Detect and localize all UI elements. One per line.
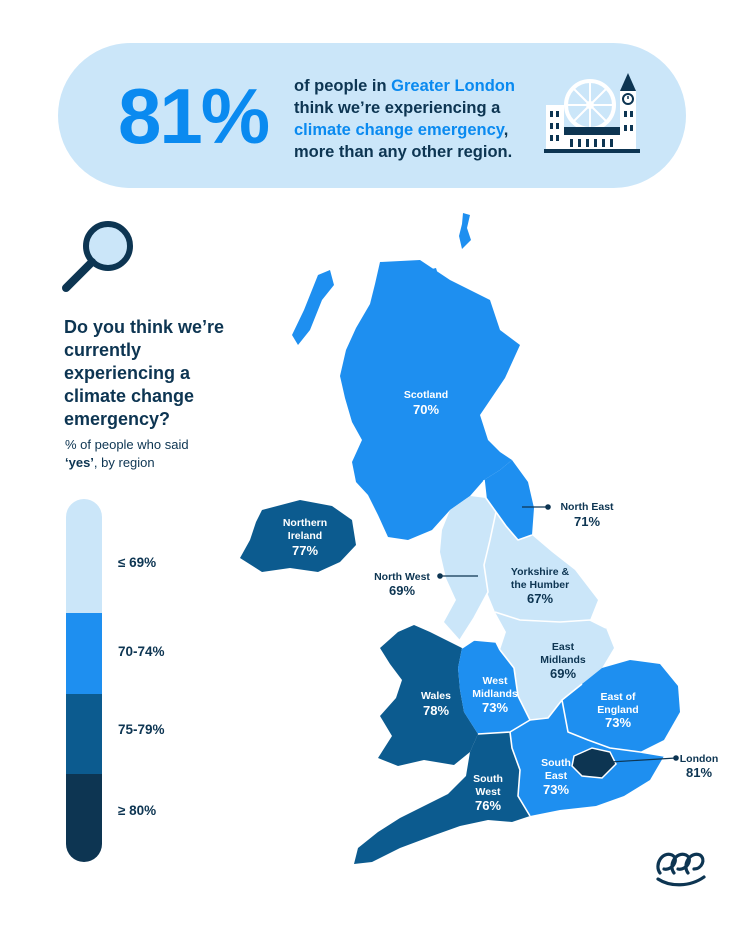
headline-comma: , <box>503 121 509 139</box>
legend-label-mid: 70-74% <box>118 644 165 659</box>
london-value: 81% <box>686 765 712 780</box>
headline-emphasis: climate change emergency <box>294 121 504 139</box>
legend-label-low: ≤ 69% <box>118 555 157 570</box>
magnifier-icon <box>62 221 133 292</box>
map-subtitle: % of people who said ‘yes’, by region <box>65 436 235 472</box>
east-of-england-label-1: East of <box>600 691 636 703</box>
legend-swatch-top <box>66 774 102 862</box>
london-label: London <box>680 753 718 765</box>
south-east-label-2: East <box>545 770 568 782</box>
headline-region: Greater London <box>391 77 515 95</box>
subtitle-answer: ‘yes’ <box>65 455 94 470</box>
northern-ireland-label-1: Northern <box>283 517 327 529</box>
legend-swatch-low <box>66 499 102 613</box>
headline-banner: 81% of people in Greater London think we… <box>58 43 686 188</box>
region-shape-east-of-england <box>562 660 680 752</box>
scotland-label: Scotland <box>404 389 448 401</box>
region-shape-north-west <box>440 496 496 640</box>
north-east-label: North East <box>560 501 614 513</box>
headline-text: of people in Greater London think we’re … <box>294 75 554 163</box>
legend-label-top: ≥ 80% <box>118 803 157 818</box>
south-west-value: 76% <box>475 798 501 813</box>
south-west-label-2: West <box>476 786 501 798</box>
east-of-england-value: 73% <box>605 715 631 730</box>
leader-lines <box>437 504 679 763</box>
northern-ireland-value: 77% <box>292 543 318 558</box>
region-shape-yorkshire <box>484 512 598 622</box>
headline-stat: 81% <box>118 72 270 160</box>
east-midlands-label-2: Midlands <box>540 654 586 666</box>
headline-line1-pre: of people in <box>294 77 392 95</box>
london-landmark-icon <box>544 73 640 153</box>
east-of-england-label-2: England <box>597 704 638 716</box>
region-shape-wales <box>378 625 478 766</box>
south-west-label-1: South <box>473 773 503 785</box>
london-leader <box>609 757 677 763</box>
london-leader-dot <box>673 755 679 761</box>
legend-label-high: 75-79% <box>118 722 165 737</box>
region-shape-south-west <box>354 732 530 864</box>
yorkshire-label-1: Yorkshire & <box>511 566 570 578</box>
region-shape-north-east <box>484 460 534 540</box>
region-shape-london <box>571 747 617 779</box>
west-midlands-label-1: West <box>483 675 508 687</box>
east-midlands-value: 69% <box>550 666 576 681</box>
region-shape-northern-ireland <box>240 500 356 572</box>
wales-value: 78% <box>423 703 449 718</box>
wales-label: Wales <box>421 690 451 702</box>
brand-logo-icon <box>656 852 706 887</box>
region-borders <box>459 479 665 817</box>
subtitle-pre: % of people who said <box>65 437 189 452</box>
survey-question: Do you think we’re currently experiencin… <box>64 317 225 429</box>
headline-line4: more than any other region. <box>294 143 513 161</box>
west-midlands-value: 73% <box>482 700 508 715</box>
region-shape-shetland <box>459 213 471 249</box>
yorkshire-label-2: the Humber <box>511 579 569 591</box>
north-east-leader-dot <box>545 504 551 510</box>
south-east-value: 73% <box>543 782 569 797</box>
north-west-label: North West <box>374 571 430 583</box>
region-shape-west-midlands <box>458 640 530 734</box>
north-west-value: 69% <box>389 583 415 598</box>
legend-swatch-high <box>66 694 102 774</box>
yorkshire-value: 67% <box>527 591 553 606</box>
east-midlands-label-1: East <box>552 641 575 653</box>
subtitle-post: , by region <box>93 455 155 470</box>
north-east-value: 71% <box>574 514 600 529</box>
northern-ireland-label-2: Ireland <box>288 530 322 542</box>
region-shape-hebrides <box>292 270 334 345</box>
headline-line2: think we’re experiencing a <box>294 99 501 117</box>
south-east-label-1: South <box>541 757 571 769</box>
west-midlands-label-2: Midlands <box>472 688 518 700</box>
region-shape-scotland <box>340 260 520 540</box>
north-west-leader-dot <box>437 573 443 579</box>
legend-color-scale <box>66 499 102 862</box>
scotland-value: 70% <box>413 402 439 417</box>
region-shape-east-midlands <box>495 612 614 720</box>
legend-swatch-mid <box>66 613 102 694</box>
